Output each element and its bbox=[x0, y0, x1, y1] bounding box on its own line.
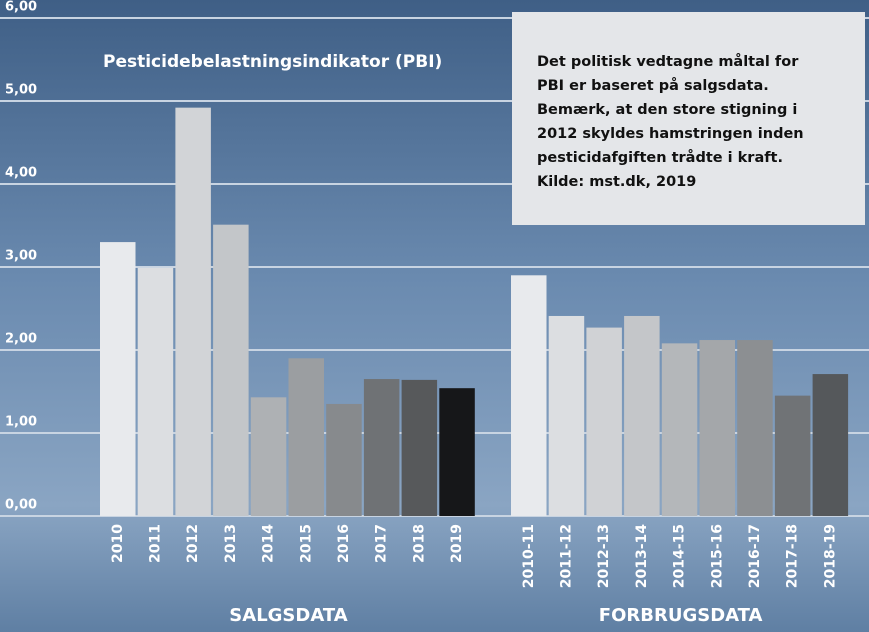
x-tick-label: 2013-14 bbox=[634, 524, 650, 589]
bar bbox=[661, 343, 698, 516]
y-tick-label: 2,00 bbox=[5, 332, 37, 347]
x-tick-label: 2012-13 bbox=[596, 524, 612, 588]
bar bbox=[548, 315, 585, 516]
annotation-text: pesticidafgiften trådte i kraft. bbox=[537, 149, 783, 166]
bar bbox=[288, 358, 324, 516]
annotation-box bbox=[512, 12, 865, 225]
x-tick-label: 2017-18 bbox=[785, 524, 801, 588]
bar bbox=[100, 242, 136, 516]
chart-title: Pesticidebelastningsindikator (PBI) bbox=[103, 52, 442, 72]
x-tick-label: 2015-16 bbox=[709, 524, 725, 588]
bar bbox=[624, 315, 660, 516]
y-tick-label: 1,00 bbox=[5, 415, 37, 430]
bar bbox=[175, 107, 211, 516]
group-label: FORBRUGSDATA bbox=[599, 605, 763, 626]
bar bbox=[250, 397, 287, 516]
bar bbox=[213, 224, 249, 517]
x-tick-label: 2017 bbox=[374, 524, 390, 563]
x-tick-label: 2015 bbox=[298, 524, 314, 563]
annotation-text: PBI er baseret på salgsdata. bbox=[537, 77, 769, 94]
y-tick-label: 3,00 bbox=[5, 249, 37, 264]
bar bbox=[699, 340, 735, 516]
annotation-text: Bemærk, at den store stigning i bbox=[537, 102, 797, 118]
bar bbox=[137, 267, 174, 516]
bar bbox=[363, 379, 400, 516]
x-tick-label: 2016 bbox=[336, 524, 352, 563]
group-label: SALGSDATA bbox=[229, 605, 347, 626]
annotation-text: 2012 skyldes hamstringen inden bbox=[537, 126, 804, 142]
bar bbox=[326, 403, 362, 516]
y-tick-label: 5,00 bbox=[5, 83, 37, 98]
x-tick-label: 2014 bbox=[261, 524, 277, 563]
annotation-text: Det politisk vedtagne måltal for bbox=[537, 53, 799, 70]
x-tick-label: 2018 bbox=[411, 524, 427, 563]
x-tick-label: 2012 bbox=[185, 524, 201, 563]
bar bbox=[439, 388, 475, 516]
x-tick-label: 2010-11 bbox=[521, 524, 537, 588]
x-tick-label: 2011-12 bbox=[558, 524, 574, 588]
x-tick-label: 2019 bbox=[449, 524, 465, 563]
bar bbox=[511, 275, 547, 516]
x-tick-label: 2018-19 bbox=[822, 524, 838, 588]
bar bbox=[774, 395, 811, 516]
bar bbox=[401, 379, 438, 516]
x-tick-label: 2014-15 bbox=[672, 524, 688, 588]
bar bbox=[812, 374, 849, 516]
bar bbox=[586, 327, 622, 516]
x-tick-label: 2011 bbox=[147, 524, 163, 563]
y-tick-label: 4,00 bbox=[5, 166, 37, 181]
x-tick-label: 2010 bbox=[110, 524, 126, 563]
y-tick-label: 6,00 bbox=[5, 0, 37, 15]
annotation-text: Kilde: mst.dk, 2019 bbox=[537, 174, 696, 190]
y-tick-label: 0,00 bbox=[5, 498, 37, 513]
x-tick-label: 2016-17 bbox=[747, 524, 763, 588]
bar bbox=[737, 340, 773, 516]
x-tick-label: 2013 bbox=[223, 524, 239, 563]
